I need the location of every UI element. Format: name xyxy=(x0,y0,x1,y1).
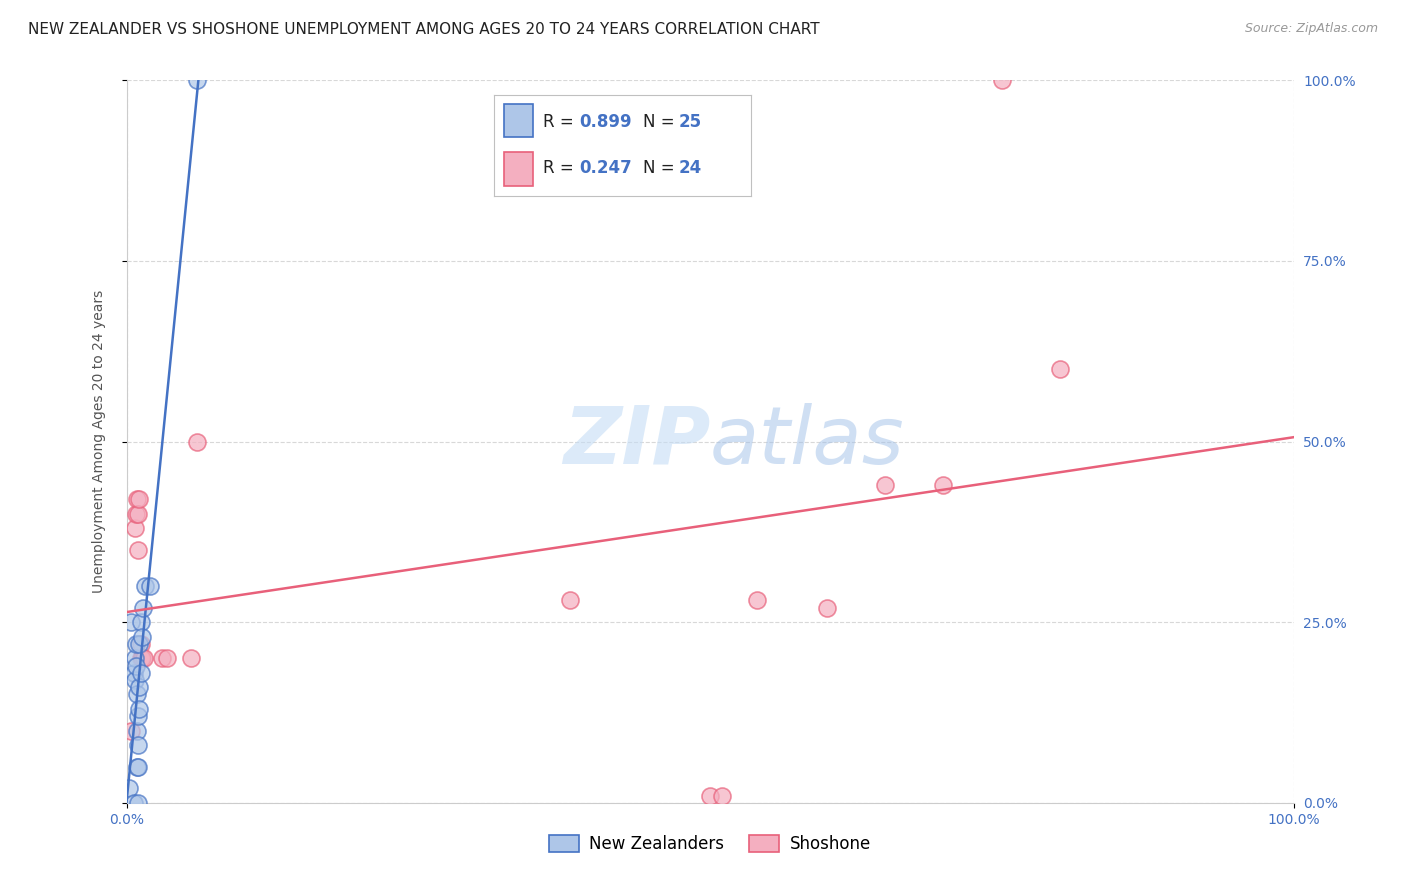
Point xyxy=(124,673,146,687)
Point xyxy=(131,630,153,644)
Point xyxy=(129,665,152,680)
Point xyxy=(125,760,148,774)
Point xyxy=(180,651,202,665)
Text: NEW ZEALANDER VS SHOSHONE UNEMPLOYMENT AMONG AGES 20 TO 24 YEARS CORRELATION CHA: NEW ZEALANDER VS SHOSHONE UNEMPLOYMENT A… xyxy=(28,22,820,37)
Point xyxy=(125,687,148,701)
Point xyxy=(132,600,155,615)
Point xyxy=(1049,362,1071,376)
Point xyxy=(990,73,1012,87)
Legend: New Zealanders, Shoshone: New Zealanders, Shoshone xyxy=(543,828,877,860)
Point xyxy=(129,651,152,665)
Point xyxy=(118,781,141,796)
Point xyxy=(932,478,955,492)
Point xyxy=(150,651,173,665)
Point xyxy=(124,521,146,535)
Text: ZIP: ZIP xyxy=(562,402,710,481)
Point xyxy=(745,593,768,607)
Point xyxy=(127,760,149,774)
Point xyxy=(156,651,179,665)
Point xyxy=(128,637,150,651)
Point xyxy=(125,507,148,521)
Point xyxy=(125,492,148,507)
Point xyxy=(127,738,149,752)
Point xyxy=(875,478,897,492)
Point xyxy=(125,637,148,651)
Point xyxy=(186,434,208,449)
Point xyxy=(186,73,208,87)
Point xyxy=(699,789,721,803)
Text: atlas: atlas xyxy=(710,402,905,481)
Point xyxy=(558,593,581,607)
Point xyxy=(127,542,149,557)
Point xyxy=(134,579,156,593)
Point xyxy=(120,615,142,630)
Point xyxy=(129,615,152,630)
Point xyxy=(710,789,733,803)
Point xyxy=(127,796,149,810)
Point xyxy=(131,651,153,665)
Y-axis label: Unemployment Among Ages 20 to 24 years: Unemployment Among Ages 20 to 24 years xyxy=(91,290,105,593)
Point xyxy=(139,579,162,593)
Point xyxy=(128,492,150,507)
Point xyxy=(124,651,146,665)
Point xyxy=(815,600,838,615)
Point xyxy=(122,796,145,810)
Point xyxy=(120,723,142,738)
Point xyxy=(127,507,149,521)
Point xyxy=(132,651,155,665)
Point xyxy=(125,658,148,673)
Point xyxy=(125,723,148,738)
Point xyxy=(129,637,152,651)
Point xyxy=(128,702,150,716)
Text: Source: ZipAtlas.com: Source: ZipAtlas.com xyxy=(1244,22,1378,36)
Point xyxy=(127,709,149,723)
Point xyxy=(128,680,150,694)
Point xyxy=(122,665,145,680)
